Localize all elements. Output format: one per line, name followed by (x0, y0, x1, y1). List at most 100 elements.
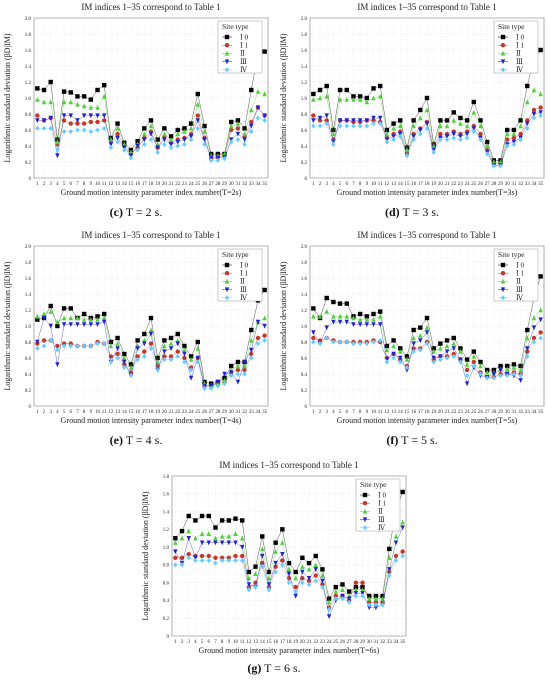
data-point (246, 582, 252, 588)
legend-box (355, 478, 401, 532)
legend-marker (362, 508, 368, 514)
data-point (484, 139, 490, 145)
data-point (95, 314, 100, 319)
data-point (255, 319, 261, 325)
data-point (398, 123, 403, 129)
data-point (438, 341, 443, 346)
series-4 (35, 105, 267, 161)
x-tick-label: 8 (83, 410, 86, 415)
data-point (458, 115, 463, 121)
data-point (193, 518, 198, 523)
data-point (61, 322, 67, 327)
x-tick-label: 17 (280, 640, 286, 645)
x-tick-label: 15 (404, 410, 410, 415)
data-point (55, 347, 60, 353)
legend-entry: Ⅱ (240, 50, 245, 58)
data-point (357, 123, 363, 129)
x-tick-label: 29 (222, 182, 228, 187)
chart-panel-c: IM indices 1–35 correspond to Table 1 0 0.… (3, 2, 269, 197)
data-point (538, 113, 543, 119)
y-tick-label: 0.4 (301, 145, 308, 150)
data-point (55, 153, 60, 159)
x-tick-label: 27 (347, 640, 353, 645)
x-tick-label: 17 (418, 410, 424, 415)
legend-marker (362, 492, 368, 498)
data-point (55, 319, 60, 325)
data-point (337, 97, 343, 102)
data-point (471, 126, 476, 131)
data-point (102, 319, 107, 325)
caption-letter: (e) (109, 433, 123, 447)
data-point (431, 149, 436, 155)
data-point (81, 322, 87, 327)
data-point (173, 555, 178, 560)
y-tick-label: 1.6 (25, 277, 32, 282)
data-point (324, 295, 329, 301)
data-point (306, 576, 312, 581)
data-point (313, 562, 318, 568)
x-tick-label: 28 (353, 640, 359, 645)
chart-title: IM indices 1–35 correspond to Table 1 (219, 460, 358, 470)
legend-marker (500, 34, 506, 40)
data-point (538, 330, 543, 335)
data-point (324, 121, 329, 127)
data-point (135, 139, 140, 144)
y-tick-label: 0.2 (301, 389, 308, 394)
x-tick-label: 4 (56, 410, 59, 415)
data-point (162, 137, 167, 143)
x-tick-label: 35 (262, 410, 268, 415)
legend-marker (500, 295, 506, 301)
data-point (393, 533, 399, 539)
y-tick-label: 0.2 (25, 161, 32, 166)
data-point (68, 306, 73, 311)
data-point (538, 307, 543, 313)
data-point (168, 134, 174, 139)
data-point (229, 363, 234, 369)
x-tick-label: 7 (352, 410, 355, 415)
x-tick-label: 27 (209, 182, 215, 187)
x-tick-label: 31 (511, 410, 517, 415)
data-point (344, 118, 349, 123)
y-tick-label: 1.0 (163, 546, 170, 551)
data-point (235, 363, 241, 369)
data-point (300, 564, 305, 569)
data-point (478, 118, 483, 123)
data-point (48, 323, 53, 329)
data-point (344, 301, 349, 306)
x-tick-label: 26 (202, 410, 208, 415)
x-tick-label: 5 (201, 640, 204, 645)
legend-marker (224, 262, 230, 268)
data-point (391, 351, 396, 357)
data-point (168, 335, 174, 341)
data-point (186, 528, 191, 534)
x-tick-label: 16 (135, 182, 141, 187)
data-point (371, 95, 376, 101)
data-point (438, 123, 443, 129)
data-point (35, 113, 40, 118)
x-tick-label: 32 (242, 410, 248, 415)
data-point (108, 339, 114, 345)
data-point (148, 327, 154, 333)
caption-letter: (c) (109, 205, 123, 219)
data-point (280, 562, 285, 568)
data-point (55, 362, 60, 367)
y-tick-label: 0 (305, 405, 308, 410)
data-point (135, 346, 140, 351)
data-point (337, 123, 343, 129)
legend-marker (500, 50, 506, 56)
data-point (478, 371, 483, 377)
data-point (148, 341, 154, 346)
data-point (273, 548, 278, 554)
x-tick-label: 11 (102, 410, 107, 415)
data-point (411, 341, 416, 347)
caption-d: (d) T = 3 s. (282, 205, 542, 220)
x-tick-label: 14 (122, 410, 128, 415)
y-axis-label: Logarithmic standard deviation (βD|IM) (279, 33, 288, 162)
data-point (195, 91, 200, 97)
data-point (505, 366, 510, 372)
y-tick-label: 0 (29, 405, 32, 410)
data-point (206, 513, 211, 519)
data-point (371, 322, 376, 327)
data-point (371, 86, 376, 91)
data-point (378, 115, 383, 121)
